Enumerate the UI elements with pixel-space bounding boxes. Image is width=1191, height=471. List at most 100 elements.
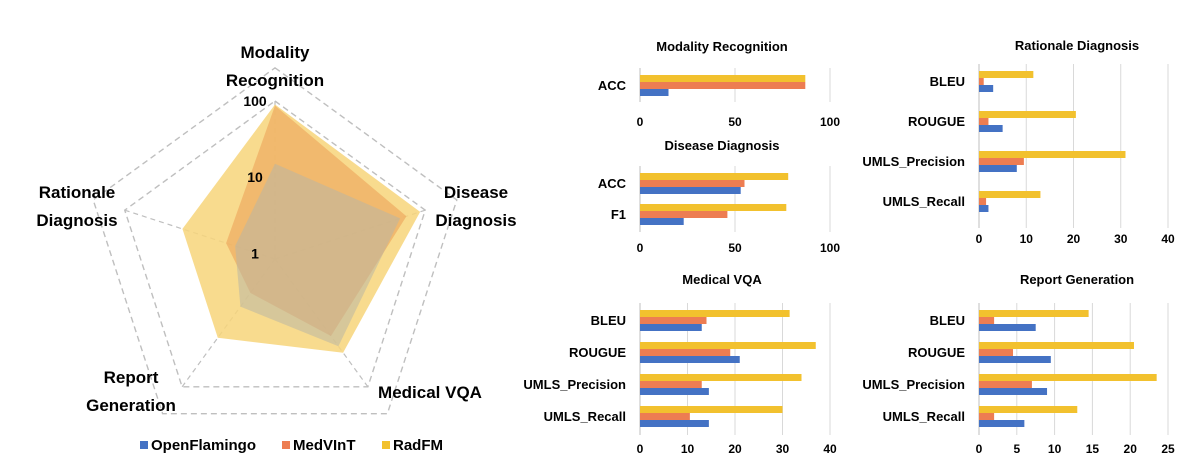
radar-grid-ring <box>123 100 427 388</box>
radar-chart: 1 10 100 Modality Recognition Disease Diagnosi… <box>36 43 516 415</box>
legend-swatch <box>382 441 390 449</box>
bar-openflamingo <box>979 324 1036 331</box>
bar-openflamingo <box>640 89 669 96</box>
radar-ring-label: 100 <box>243 93 267 109</box>
bar-medvint <box>640 82 806 89</box>
bar-openflamingo <box>979 420 1025 427</box>
radar-grid-ring <box>92 66 458 415</box>
bar-radfm <box>979 342 1134 349</box>
legend-label: MedVInT <box>293 437 356 454</box>
bar-category-label: UMLS_Recall <box>883 409 965 424</box>
bar-medvint <box>640 413 690 420</box>
bar-tick-label: 15 <box>1086 442 1100 456</box>
bar-medvint <box>640 317 707 324</box>
bar-panel-title: Disease Diagnosis <box>665 138 780 153</box>
bar-radfm <box>640 310 790 317</box>
bar-radfm <box>979 191 1041 198</box>
bar-panel-rationale-diagnosis: Rationale Diagnosis 0 10 20 30 40 BLEU ROUGUE UM… <box>862 38 1175 246</box>
bar-category-label: ROUGUE <box>908 345 965 360</box>
bar-tick-label: 0 <box>637 115 644 129</box>
bar-openflamingo <box>979 165 1017 172</box>
bar-medvint <box>979 78 984 85</box>
radar-axis-label-line: Medical VQA <box>378 383 482 402</box>
bar-tick-label: 30 <box>1114 232 1128 246</box>
bar-tick-label: 40 <box>1161 232 1175 246</box>
bar-medvint <box>979 349 1014 356</box>
bar-tick-label: 10 <box>1020 232 1034 246</box>
bar-tick-label: 50 <box>728 115 742 129</box>
bar-panel-title: Report Generation <box>1020 272 1134 287</box>
bar-tick-label: 30 <box>776 442 790 456</box>
bar-openflamingo <box>640 218 684 225</box>
bar-category-label: BLEU <box>930 313 965 328</box>
radar-ring-label: 10 <box>247 169 263 185</box>
bar-panel-modality-recognition: Modality Recognition 0 50 100 ACC <box>598 39 841 129</box>
bar-medvint <box>979 381 1032 388</box>
bar-category-label: UMLS_Precision <box>862 154 965 169</box>
bar-radfm <box>640 374 802 381</box>
bar-panel-title: Medical VQA <box>682 272 762 287</box>
radar-axis-label-medical-vqa: Medical VQA <box>378 383 482 402</box>
legend-swatch <box>140 441 148 449</box>
bar-tick-label: 5 <box>1013 442 1020 456</box>
bar-category-label: UMLS_Recall <box>544 409 626 424</box>
bar-tick-label: 0 <box>637 241 644 255</box>
bar-radfm <box>640 75 806 82</box>
radar-axis-label-line: Recognition <box>226 71 324 90</box>
bar-openflamingo <box>640 324 702 331</box>
bar-panel-disease-diagnosis: Disease Diagnosis 0 50 100 ACC F1 <box>598 138 841 255</box>
bar-category-label: F1 <box>611 207 626 222</box>
bar-radfm <box>979 151 1126 158</box>
bar-tick-label: 40 <box>823 442 837 456</box>
bar-radfm <box>979 111 1076 118</box>
bar-openflamingo <box>979 356 1051 363</box>
legend-item-openflamingo: OpenFlamingo <box>140 437 256 454</box>
bar-radfm <box>640 173 789 180</box>
bar-radfm <box>640 204 787 211</box>
bar-tick-label: 0 <box>976 232 983 246</box>
bar-medvint <box>979 413 995 420</box>
bar-tick-label: 0 <box>637 442 644 456</box>
legend-item-radfm: RadFM <box>382 437 443 454</box>
bar-medvint <box>640 349 731 356</box>
bar-tick-label: 50 <box>728 241 742 255</box>
bar-openflamingo <box>640 187 741 194</box>
bar-panel-report-generation: Report Generation 0 5 10 15 20 25 BLEU ROUGUE UML… <box>862 272 1175 456</box>
bar-category-label: UMLS_Precision <box>523 377 626 392</box>
bar-tick-label: 10 <box>681 442 695 456</box>
bar-tick-label: 20 <box>728 442 742 456</box>
bar-openflamingo <box>979 388 1048 395</box>
radar-axis-label-line: Generation <box>86 396 176 415</box>
bar-tick-label: 100 <box>820 115 840 129</box>
bar-openflamingo <box>640 388 709 395</box>
bar-medvint <box>979 317 995 324</box>
bar-radfm <box>640 342 816 349</box>
bar-tick-label: 100 <box>820 241 840 255</box>
bar-medvint <box>640 180 745 187</box>
bar-category-label: BLEU <box>930 74 965 89</box>
bar-openflamingo <box>640 420 709 427</box>
radar-series-openflamingo <box>235 163 401 347</box>
bar-radfm <box>979 374 1157 381</box>
bar-category-label: ROUGUE <box>908 114 965 129</box>
legend-label: RadFM <box>393 437 443 454</box>
bar-openflamingo <box>979 205 989 212</box>
legend: OpenFlamingo MedVInT RadFM <box>140 437 443 454</box>
radar-axis-label-line: Rationale <box>39 183 116 202</box>
radar-axis-label-line: Report <box>104 368 159 387</box>
bar-medvint <box>640 211 728 218</box>
bar-openflamingo <box>979 125 1003 132</box>
radar-ring-label: 1 <box>251 245 259 261</box>
bar-category-label: ACC <box>598 78 627 93</box>
bar-category-label: BLEU <box>591 313 626 328</box>
bar-category-label: UMLS_Recall <box>883 194 965 209</box>
bar-tick-label: 20 <box>1124 442 1138 456</box>
radar-axis-label-line: Modality <box>241 43 310 62</box>
legend-swatch <box>282 441 290 449</box>
bar-category-label: ACC <box>598 176 627 191</box>
bar-medvint <box>979 198 987 205</box>
bar-radfm <box>979 310 1089 317</box>
bar-radfm <box>640 406 783 413</box>
